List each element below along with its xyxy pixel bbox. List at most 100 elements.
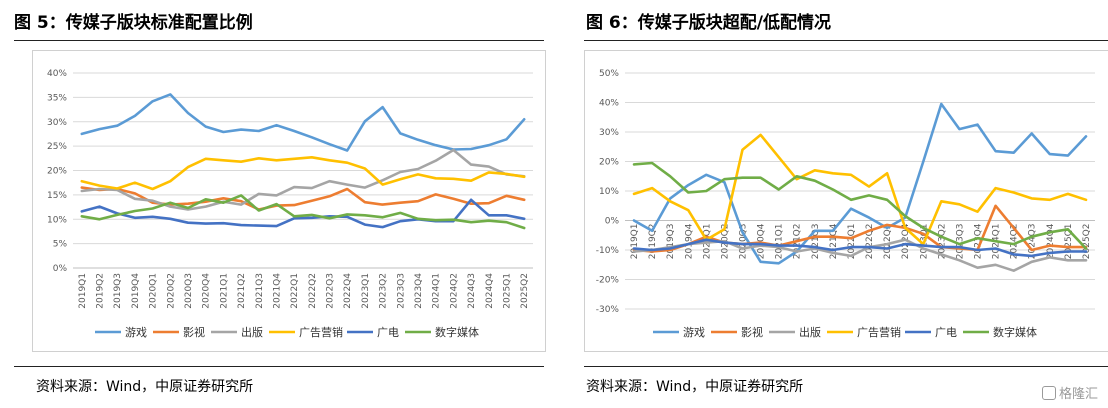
series-line-4 — [632, 133, 1088, 246]
x-tick-label: 2019Q4 — [131, 273, 141, 309]
y-tick-label: 30% — [47, 118, 67, 128]
x-tick-label: 2022Q1 — [847, 224, 857, 260]
x-tick-label: 2023Q4 — [414, 273, 424, 309]
legend-label: 游戏 — [125, 326, 147, 339]
x-tick-label: 2019Q3 — [113, 273, 123, 309]
x-tick-label: 2020Q4 — [757, 223, 767, 259]
figure-6-chart-box: -30% -20% -10% 0% 10% 20% 30% 40% 50% 2019Q1 2019Q… — [584, 50, 1108, 352]
x-tick-label: 2023Q2 — [937, 224, 947, 260]
legend: 游戏 影视 出版 广告营销 广电 数字媒体 — [95, 325, 479, 339]
y-tick-label: 25% — [47, 142, 67, 152]
x-tick-label: 2024Q4 — [1046, 223, 1056, 259]
x-tick-label: 2023Q3 — [955, 224, 965, 260]
series-line-6 — [632, 161, 1088, 250]
x-tick-label: 2022Q3 — [883, 224, 893, 260]
legend-label: 广电 — [935, 326, 957, 339]
x-tick-label: 2019Q2 — [648, 224, 658, 260]
y-tick-label: 0% — [605, 217, 620, 227]
figure-5-chart: 0% 5% 10% 15% 20% 25% 30% 35% 40% 2019Q1 2019Q2 201… — [47, 69, 533, 339]
y-tick-label: 20% — [47, 167, 67, 177]
x-tick-label: 2020Q4 — [202, 273, 212, 309]
y-tick-label: 35% — [47, 93, 67, 103]
legend-label: 影视 — [741, 325, 763, 339]
x-tick-label: 2024Q3 — [467, 273, 477, 309]
x-tick-label: 2019Q1 — [630, 224, 640, 260]
legend-label: 广告营销 — [857, 325, 901, 339]
x-tick-label: 2020Q1 — [149, 273, 159, 309]
x-tick-label: 2024Q1 — [432, 273, 442, 309]
figure-5-title-rule — [14, 40, 544, 41]
x-tick-label: 2022Q3 — [326, 273, 336, 309]
x-tick-label: 2023Q2 — [379, 273, 389, 309]
y-tick-label: 50% — [599, 69, 619, 79]
legend-label: 游戏 — [683, 326, 705, 339]
x-tick-label: 2021Q4 — [272, 273, 282, 309]
x-tick-label: 2021Q3 — [811, 223, 821, 259]
x-tick-label: 2019Q2 — [96, 273, 106, 309]
x-tick-label: 2019Q1 — [78, 273, 88, 309]
figure-6-source-rule — [584, 366, 1108, 367]
watermark-text: 格隆汇 — [1058, 387, 1098, 402]
legend-label: 数字媒体 — [435, 325, 479, 339]
y-tick-label: 15% — [47, 191, 67, 201]
series-line-1 — [80, 93, 526, 152]
x-tick-label: 2024Q3 — [1028, 224, 1038, 260]
y-tick-label: 10% — [599, 187, 619, 197]
figure-5-title: 图 5：传媒子版块标准配置比例 — [14, 13, 253, 33]
x-tick-label: 2021Q1 — [775, 224, 785, 260]
legend-label: 广告营销 — [299, 325, 343, 339]
x-tick-label: 2022Q4 — [343, 273, 353, 309]
series-line-5 — [632, 238, 1088, 258]
legend-label: 数字媒体 — [993, 325, 1037, 339]
x-tick-label: 2022Q1 — [290, 273, 300, 309]
x-tick-label: 2023Q1 — [361, 273, 371, 309]
watermark-logo-icon — [1041, 386, 1056, 400]
legend-label: 影视 — [183, 325, 205, 339]
series-line-3 — [632, 238, 1088, 272]
x-tick-label: 2022Q2 — [308, 273, 318, 309]
y-tick-label: 0% — [53, 264, 68, 274]
series-line-3 — [80, 148, 526, 211]
x-tick-label: 2021Q4 — [829, 223, 839, 259]
series-line-4 — [80, 156, 526, 191]
x-tick-label: 2024Q2 — [449, 273, 459, 309]
y-tick-label: 40% — [599, 99, 619, 109]
x-tick-label: 2021Q1 — [219, 273, 229, 309]
x-tick-label: 2019Q4 — [684, 223, 694, 259]
x-tick-label: 2025Q1 — [502, 273, 512, 309]
figure-5-chart-box: 0% 5% 10% 15% 20% 25% 30% 35% 40% 2019Q1 2019Q2 201… — [32, 50, 546, 352]
figure-5-panel: 图 5：传媒子版块标准配置比例 0% 5% 10% 15% 20% 25% 30% 35% 40… — [0, 0, 548, 408]
series-line-1 — [632, 102, 1088, 265]
series-line-5 — [80, 198, 526, 229]
legend-label: 出版 — [799, 325, 821, 339]
x-tick-label: 2020Q3 — [184, 273, 194, 309]
figure-6-title: 图 6：传媒子版块超配/低配情况 — [586, 13, 831, 33]
x-tick-label: 2019Q3 — [666, 224, 676, 260]
x-tick-label: 2024Q4 — [485, 273, 495, 309]
x-tick-label: 2024Q2 — [1010, 224, 1020, 260]
y-tick-label: -20% — [596, 276, 620, 286]
figure-5-source: 资料来源：Wind，中原证券研究所 — [36, 379, 254, 395]
x-tick-label: 2021Q3 — [255, 273, 265, 309]
y-tick-label: 10% — [47, 215, 67, 225]
figure-6-panel: 图 6：传媒子版块超配/低配情况 -30% -20% -10% 0% 10% 20% 30%… — [572, 0, 1108, 408]
figure-5-source-rule — [14, 366, 544, 367]
figure-6-chart: -30% -20% -10% 0% 10% 20% 30% 40% 50% 2019Q1 2019Q… — [596, 69, 1095, 339]
y-tick-label: -10% — [596, 246, 620, 256]
x-tick-label: 2023Q4 — [974, 223, 984, 259]
y-tick-label: 40% — [47, 69, 67, 79]
y-tick-label: 20% — [599, 158, 619, 168]
x-tick-label: 2025Q2 — [1082, 224, 1092, 260]
x-tick-label: 2022Q2 — [865, 224, 875, 260]
x-tick-label: 2021Q2 — [237, 273, 247, 309]
gridlines — [73, 72, 533, 269]
figure-6-source: 资料来源：Wind，中原证券研究所 — [586, 379, 804, 395]
legend: 游戏 影视 出版 广告营销 广电 数字媒体 — [653, 325, 1037, 339]
series-line-6 — [80, 194, 526, 230]
x-tick-label: 2023Q3 — [396, 273, 406, 309]
x-tick-label: 2020Q2 — [166, 273, 176, 309]
legend-label: 广电 — [377, 326, 399, 339]
x-tick-label: 2025Q2 — [520, 273, 530, 309]
y-tick-label: 30% — [599, 128, 619, 138]
y-tick-label: -30% — [596, 305, 620, 315]
